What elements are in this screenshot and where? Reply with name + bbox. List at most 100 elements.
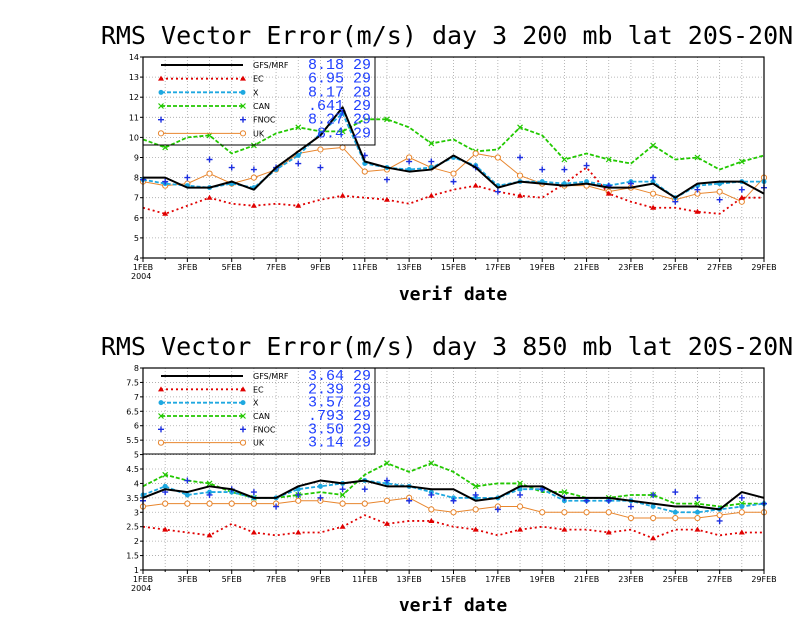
- x-tick-label: 3FEB: [177, 263, 197, 272]
- legend: GFS/MRF 8.18 29 EC 6.95 29 X 8.17 28 CAN .641 2…: [142, 56, 376, 146]
- data-point-can: [339, 128, 346, 135]
- data-point-x: [694, 509, 700, 515]
- data-point-fnoc: [450, 497, 457, 504]
- data-point-fnoc: [273, 503, 280, 510]
- y-tick-label: 4: [134, 479, 139, 488]
- data-point-ec: [206, 532, 213, 538]
- y-tick-label: 7.5: [126, 378, 139, 387]
- data-point-ec: [517, 526, 524, 532]
- legend-entry-x: X 8.17 28: [158, 84, 371, 101]
- legend-stat: .793 29: [308, 408, 371, 425]
- data-point-uk: [716, 188, 723, 195]
- data-point-fnoc: [317, 494, 324, 501]
- x-tick-label: 13FEB: [396, 575, 421, 584]
- data-point-fnoc: [517, 154, 524, 161]
- data-point-fnoc: [494, 506, 501, 513]
- data-point-ec: [605, 190, 612, 196]
- legend-label: GFS/MRF: [253, 61, 289, 70]
- data-point-x: [650, 504, 656, 510]
- data-point-can: [384, 460, 390, 467]
- data-point-ec: [162, 210, 169, 216]
- data-point-fnoc: [406, 158, 413, 165]
- legend-marker: [240, 386, 246, 392]
- x-axis-label: verif date: [399, 595, 508, 616]
- data-point-uk: [650, 190, 657, 197]
- data-point-can: [162, 471, 169, 478]
- x-tick-label: 15FEB: [441, 575, 466, 584]
- legend-label: CAN: [253, 412, 270, 421]
- y-tick-label: 7: [134, 393, 139, 402]
- x-tick-label: 15FEB: [441, 263, 466, 272]
- data-point-ec: [650, 204, 657, 210]
- y-tick-label: 2.5: [126, 523, 139, 532]
- series-line-gfs: [143, 106, 765, 199]
- data-point-uk: [516, 503, 524, 510]
- legend-entry-ec: EC 2.39 29: [158, 381, 371, 398]
- y-tick-label: 14: [129, 53, 139, 62]
- data-point-uk: [539, 509, 546, 516]
- data-point-uk: [694, 514, 701, 522]
- legend-marker: [158, 426, 164, 433]
- legend-label: EC: [253, 75, 264, 84]
- data-point-uk: [450, 170, 457, 177]
- data-point-fnoc: [295, 160, 302, 167]
- y-tick-label: 3.5: [126, 494, 139, 503]
- x-tick-label: 9FEB: [310, 575, 330, 584]
- legend-entry-gfs: GFS/MRF 3.64 29: [161, 368, 371, 385]
- data-point-ec: [694, 526, 701, 532]
- data-point-uk: [361, 168, 368, 175]
- data-point-uk: [206, 500, 213, 507]
- data-point-ec: [561, 526, 568, 532]
- data-point-fnoc: [561, 166, 568, 173]
- x-tick-label: 13FEB: [396, 263, 421, 272]
- y-tick-label: 6: [134, 214, 139, 223]
- data-point-fnoc: [228, 164, 235, 171]
- data-point-uk: [339, 500, 346, 507]
- data-point-can: [694, 500, 701, 507]
- data-point-can: [162, 144, 169, 151]
- data-point-uk: [627, 514, 635, 522]
- data-point-fnoc: [738, 186, 745, 193]
- y-tick-label: 6: [134, 422, 139, 431]
- data-point-uk: [583, 509, 590, 516]
- data-point-ec: [517, 192, 524, 198]
- data-point-uk: [162, 500, 169, 507]
- legend-marker: [239, 130, 247, 137]
- data-point-uk: [184, 500, 191, 507]
- x-tick-label: 25FEB: [663, 263, 688, 272]
- legend-marker: [240, 75, 246, 81]
- data-point-can: [339, 492, 346, 498]
- legend-label: FNOC: [253, 116, 276, 125]
- data-point-ec: [472, 526, 479, 532]
- data-point-uk: [472, 150, 479, 157]
- legend-marker: [157, 439, 165, 446]
- legend-stat: 8.4 29: [317, 125, 371, 142]
- data-point-fnoc: [184, 174, 191, 181]
- legend-marker: [240, 426, 246, 433]
- data-point-uk: [472, 506, 479, 513]
- y-tick-label: 10: [129, 133, 139, 142]
- legend-entry-uk: UK 3.14 29: [157, 435, 371, 452]
- data-point-fnoc: [406, 497, 413, 504]
- data-point-fnoc: [184, 477, 191, 484]
- legend-label: EC: [253, 385, 264, 394]
- x-tick-label: 21FEB: [574, 263, 599, 272]
- data-point-ec: [383, 520, 390, 526]
- data-point-fnoc: [650, 174, 657, 181]
- data-point-can: [517, 124, 523, 131]
- legend-entry-can: CAN .793 29: [158, 408, 371, 425]
- legend-marker: [158, 400, 164, 406]
- data-point-ec: [650, 535, 657, 541]
- x-tick-label: 17FEB: [485, 575, 510, 584]
- data-point-fnoc: [472, 491, 479, 498]
- data-point-uk: [605, 509, 612, 516]
- panel-200mb: RMS Vector Error(m/s) day 3 200 mb lat 2…: [101, 21, 793, 305]
- data-point-x: [317, 483, 323, 489]
- data-point-can: [428, 140, 435, 147]
- data-point-ec: [694, 208, 701, 214]
- x-tick-label: 7FEB: [266, 263, 286, 272]
- legend-label: GFS/MRF: [253, 372, 289, 381]
- y-tick-label: 2: [134, 537, 139, 546]
- data-point-fnoc: [627, 503, 634, 510]
